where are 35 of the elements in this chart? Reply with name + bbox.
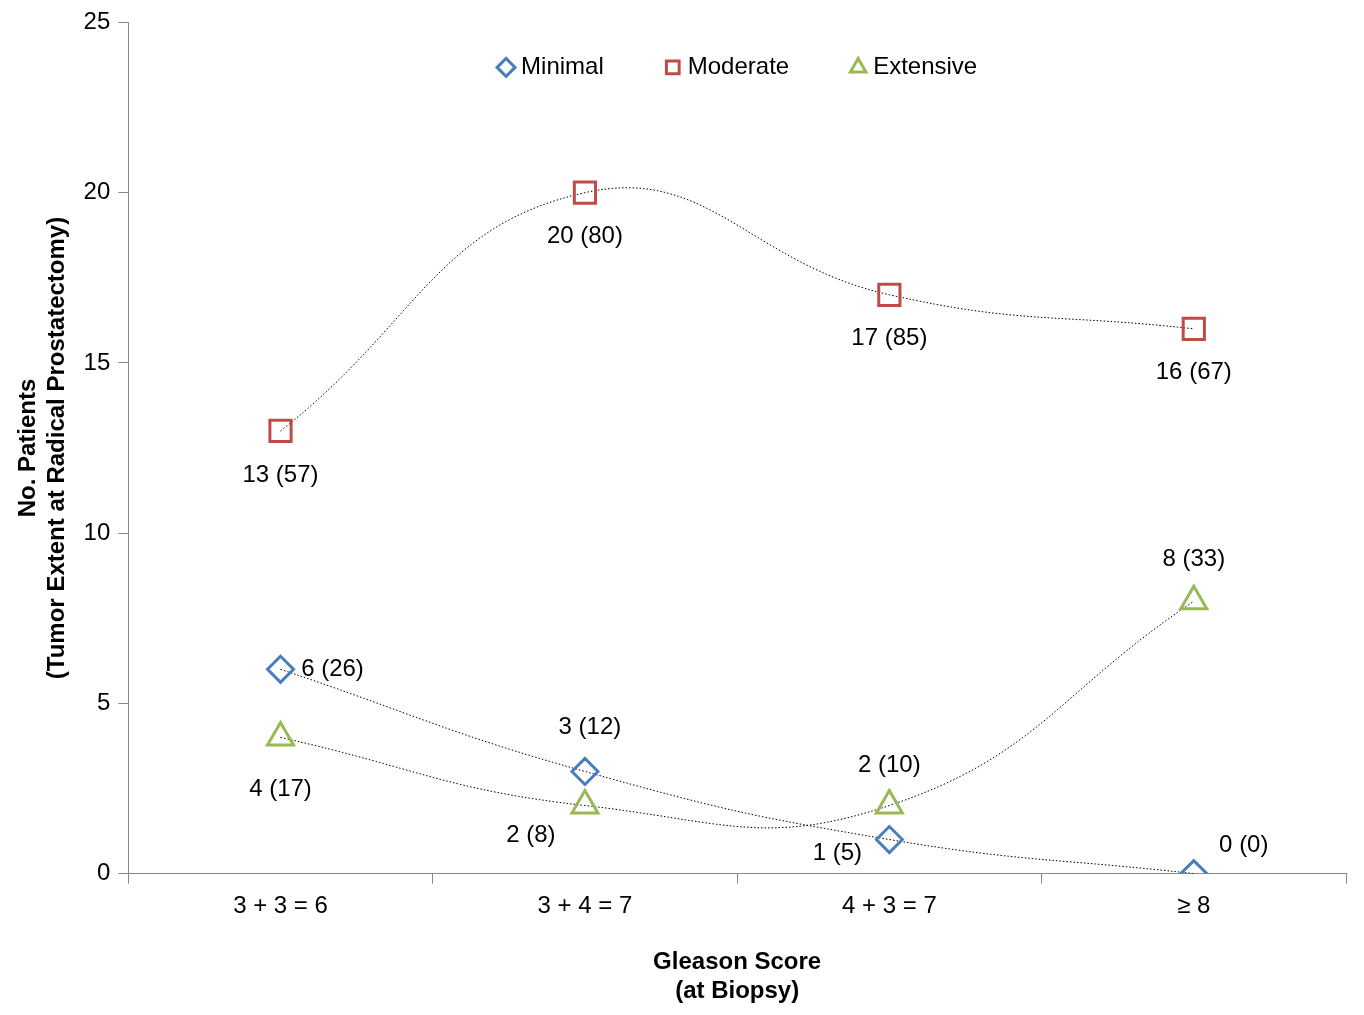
data-label: 1 (5) [812, 838, 863, 866]
data-label: 17 (85) [851, 323, 928, 351]
y-tick-label: 20 [83, 177, 111, 205]
data-label: 6 (26) [301, 653, 364, 681]
point [1179, 584, 1209, 611]
y-axis-title: No. Patients (Tumor Extent at Radical Prostatectomy) [13, 216, 69, 680]
y-tick-label: 15 [83, 347, 111, 375]
legend-label: Extensive [873, 52, 978, 80]
point [1181, 316, 1206, 341]
x-axis-title: Gleason Score (at Biopsy) [653, 947, 822, 1004]
point [877, 282, 902, 307]
x-tick-label: ≥ 8 [1177, 890, 1211, 918]
legend-label: Moderate [687, 52, 790, 80]
point [570, 789, 600, 815]
legend-label: Minimal [521, 52, 604, 80]
data-label: 2 (8) [506, 820, 556, 848]
x-tick-label: 4 + 3 = 7 [841, 890, 937, 918]
point [268, 418, 293, 444]
point [874, 789, 904, 815]
point [572, 180, 598, 205]
x-tick-label: 3 + 4 = 7 [537, 890, 633, 918]
data-label: 8 (33) [1162, 543, 1226, 571]
y-tick-label: 25 [83, 7, 111, 35]
data-label: 3 (12) [558, 712, 622, 740]
y-tick-label: 10 [83, 517, 111, 545]
data-label: 0 (0) [1219, 830, 1269, 858]
y-tick-label: 5 [96, 687, 111, 715]
y-tick-label: 0 [96, 858, 111, 886]
point [266, 720, 295, 747]
data-label: 16 (67) [1155, 357, 1232, 385]
data-label: 4 (17) [249, 774, 312, 802]
data-label: 20 (80) [546, 221, 623, 249]
x-tick-label: 3 + 3 = 6 [233, 890, 328, 918]
data-label: 13 (57) [242, 459, 319, 487]
data-label: 2 (10) [858, 750, 921, 778]
